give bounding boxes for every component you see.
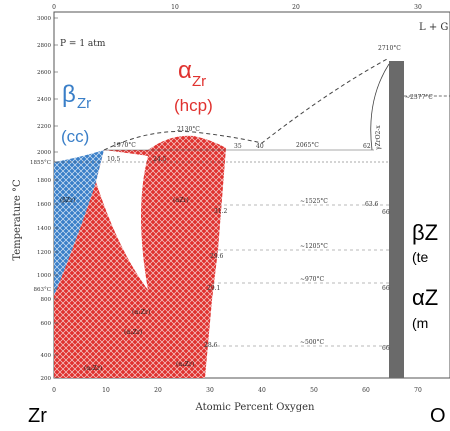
y-tick-label: 2000 [37, 150, 51, 156]
y-tick-label: 1600 [37, 202, 51, 208]
right-alpha-structure: (m [412, 315, 428, 331]
y-tick-label: 200 [41, 376, 52, 382]
x-tick-label: 40 [258, 387, 266, 394]
y-axis-ticks: 3000 2800 2600 2400 2200 2000 1855°C 1800 1600 14… [30, 16, 58, 382]
oxide-boundary [370, 63, 390, 151]
comp-66: 66 [382, 209, 390, 216]
alpha-symbol: α [178, 57, 192, 84]
y-tick-label: 400 [41, 353, 52, 359]
comp-66b: 66 [382, 285, 390, 292]
phase-alpha-small: (αZr) [173, 197, 189, 204]
label-2710: 2710°C [378, 45, 401, 52]
x-top-tick-label: 0 [52, 4, 56, 11]
comp-40: 40 [256, 143, 264, 150]
phase-l-g: L + G [419, 22, 448, 33]
phase-a3: (α₃Zr) [84, 365, 102, 372]
y-tick-label: 1400 [37, 226, 51, 232]
y-tick-label: 1800 [37, 178, 51, 184]
comp-29-6: 29.6 [210, 253, 224, 260]
alpha-sub: Zr [192, 73, 206, 90]
comp-66c: 66 [382, 345, 390, 352]
label-2130: 2130°C [177, 126, 200, 133]
x-tick-label: 10 [102, 387, 110, 394]
y-tick-label: 2400 [37, 97, 51, 103]
x-tick-label: 0 [52, 387, 56, 394]
y-tick-label: 1000 [37, 273, 51, 279]
right-alpha-label: αZ [412, 285, 438, 310]
beta-structure: (cc) [61, 127, 89, 146]
y-tick-label: 2800 [37, 43, 51, 49]
phase-a1: (α₁Zr) [132, 309, 150, 316]
pressure-note: P = 1 atm [60, 39, 106, 49]
label-1525: ~1525°C [300, 198, 328, 205]
x-top-tick-label: 20 [292, 4, 300, 11]
beta-symbol: β [62, 81, 76, 108]
label-970: ~970°C [300, 276, 324, 283]
liquidus-line [103, 57, 390, 151]
phase-a4: (α₄Zr) [176, 361, 194, 368]
zro2-bar [389, 61, 404, 378]
label-2377: ~2377°C [405, 94, 433, 101]
two-phase-gap [96, 150, 148, 290]
phase-a2: (α₂Zr) [124, 329, 142, 336]
y-tick-label: 2200 [37, 124, 51, 130]
comp-35: 35 [234, 143, 242, 150]
beta-zr-region [54, 150, 104, 296]
y-tick-label: 1855°C [30, 160, 51, 166]
label-500: ~500°C [300, 339, 324, 346]
phase-zro2: γZrO2-x [375, 125, 382, 150]
y-tick-label: 800 [41, 297, 52, 303]
y-axis-title: Temperature °C [12, 179, 23, 261]
x-top-tick-label: 10 [171, 4, 179, 11]
label-2065: 2065°C [296, 142, 319, 149]
phase-beta-small: (βZr) [60, 197, 75, 204]
comp-28-6: 28.6 [204, 342, 218, 349]
x-tick-label: 30 [206, 387, 214, 394]
beta-sub: Zr [77, 95, 91, 112]
label-1970: 1970°C [113, 142, 136, 149]
comp-31-2: 31.2 [214, 208, 228, 215]
x-axis-ticks: 0 10 20 30 40 50 60 70 0 10 20 30 [52, 4, 422, 394]
x-tick-label: 20 [154, 387, 162, 394]
comp-29-1: 29.1 [207, 285, 220, 292]
comp-24-5: 24.5 [153, 156, 167, 163]
x-axis-title: Atomic Percent Oxygen [195, 402, 315, 413]
comp-10-5: 10.5 [107, 156, 121, 163]
bottom-left-label: Zr [28, 405, 47, 427]
x-tick-label: 50 [310, 387, 318, 394]
x-tick-label: 70 [414, 387, 422, 394]
label-1205: ~1205°C [300, 243, 328, 250]
x-tick-label: 60 [362, 387, 370, 394]
comp-63-6: 63.6 [365, 201, 379, 208]
comp-62: 62 [363, 143, 371, 150]
x-top-tick-label: 30 [414, 4, 422, 11]
bottom-right-label: O [430, 405, 446, 427]
right-beta-label: βZ [412, 220, 438, 245]
y-tick-label: 3000 [37, 16, 51, 22]
y-tick-label: 600 [41, 321, 52, 327]
y-tick-label: 1200 [37, 250, 51, 256]
y-tick-label: 863°C [34, 287, 51, 293]
alpha-structure: (hcp) [174, 96, 213, 115]
y-tick-label: 2600 [37, 70, 51, 76]
right-beta-structure: (te [412, 249, 429, 265]
